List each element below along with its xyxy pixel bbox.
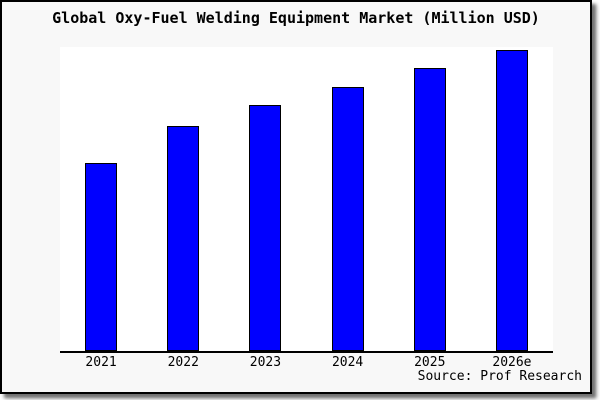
x-tick-label-2023: 2023 [249, 355, 282, 370]
x-tick-label-2022: 2022 [167, 355, 199, 370]
plot-area [60, 47, 553, 353]
bar-slot-2022 [142, 47, 224, 351]
x-tick-label-2025: 2025 [414, 355, 446, 370]
x-axis-labels: 2021 2022 2023 2024 2025 2026e [60, 355, 553, 370]
x-tick-label-2024: 2024 [331, 355, 364, 370]
x-tick-label-2021: 2021 [85, 355, 117, 370]
bar-2025 [413, 68, 446, 351]
chart-title: Global Oxy-Fuel Welding Equipment Market… [52, 9, 540, 27]
x-tick-label-2026e: 2026e [492, 355, 532, 370]
bar-slot-2026e [471, 47, 553, 351]
bar-2022 [167, 126, 200, 351]
bar-slot-2023 [224, 47, 306, 351]
bar-2023 [249, 104, 282, 351]
bar-slot-2021 [60, 47, 142, 351]
bar-2026e [495, 50, 528, 351]
bar-2024 [331, 86, 364, 351]
source-credit: Source: Prof Research [417, 369, 582, 384]
bar-2021 [85, 162, 118, 351]
bars-container [60, 47, 553, 351]
bar-slot-2025 [389, 47, 471, 351]
chart-frame: Global Oxy-Fuel Welding Equipment Market… [0, 0, 592, 394]
bar-slot-2024 [307, 47, 389, 351]
